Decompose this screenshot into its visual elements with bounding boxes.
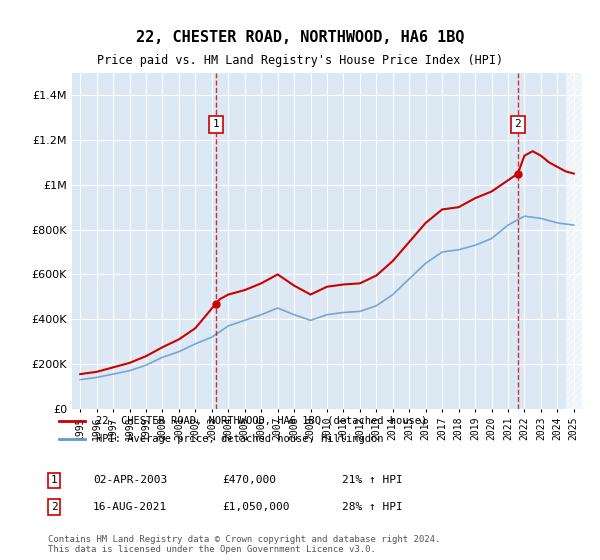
Bar [566,73,582,409]
Text: 22, CHESTER ROAD, NORTHWOOD, HA6 1BQ: 22, CHESTER ROAD, NORTHWOOD, HA6 1BQ [136,30,464,45]
Text: 2: 2 [50,502,58,512]
Text: Contains HM Land Registry data © Crown copyright and database right 2024.: Contains HM Land Registry data © Crown c… [48,535,440,544]
Text: 1: 1 [50,475,58,486]
Text: 02-APR-2003: 02-APR-2003 [93,475,167,486]
Text: HPI: Average price, detached house, Hillingdon: HPI: Average price, detached house, Hill… [95,434,383,444]
Text: 16-AUG-2021: 16-AUG-2021 [93,502,167,512]
Text: 28% ↑ HPI: 28% ↑ HPI [342,502,403,512]
Text: 1: 1 [212,119,220,129]
Text: 22, CHESTER ROAD, NORTHWOOD, HA6 1BQ (detached house): 22, CHESTER ROAD, NORTHWOOD, HA6 1BQ (de… [95,416,427,426]
Text: £1,050,000: £1,050,000 [222,502,290,512]
Text: This data is licensed under the Open Government Licence v3.0.: This data is licensed under the Open Gov… [48,545,376,554]
Text: 2: 2 [514,119,521,129]
Text: 21% ↑ HPI: 21% ↑ HPI [342,475,403,486]
Text: Price paid vs. HM Land Registry's House Price Index (HPI): Price paid vs. HM Land Registry's House … [97,54,503,67]
Text: £470,000: £470,000 [222,475,276,486]
